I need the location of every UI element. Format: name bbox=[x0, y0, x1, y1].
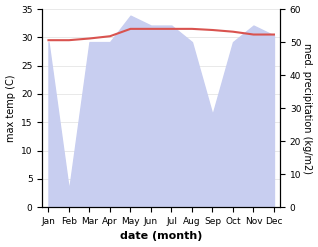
X-axis label: date (month): date (month) bbox=[120, 231, 203, 242]
Y-axis label: max temp (C): max temp (C) bbox=[5, 74, 16, 142]
Y-axis label: med. precipitation (kg/m2): med. precipitation (kg/m2) bbox=[302, 43, 313, 174]
